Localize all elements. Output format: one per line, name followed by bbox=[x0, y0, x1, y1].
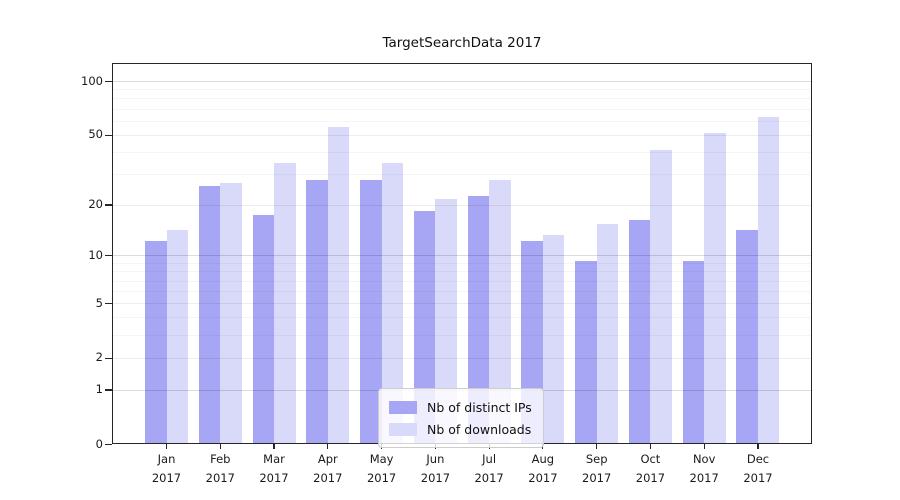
bar-distinct-ips bbox=[682, 261, 705, 443]
bar-downloads bbox=[435, 199, 457, 443]
x-tick-label: Nov 2017 bbox=[689, 451, 719, 486]
y-tick-mark bbox=[105, 443, 112, 446]
x-tick-mark bbox=[649, 442, 651, 449]
gridline bbox=[113, 98, 811, 100]
gridline bbox=[113, 81, 811, 82]
x-tick-label: Jun 2017 bbox=[420, 451, 451, 486]
y-tick-label: 0 bbox=[95, 436, 103, 451]
gridline bbox=[113, 291, 811, 292]
gridline bbox=[113, 120, 811, 122]
gridline bbox=[113, 255, 811, 257]
y-tick-label: 50 bbox=[88, 127, 103, 142]
x-tick-label: Mar 2017 bbox=[259, 451, 289, 486]
plot-area: 0 1 2 5 10 20 50 100 Jan 2017 Feb 2017 Mar 2017 Apr 201… bbox=[81, 63, 812, 486]
chart-title: TargetSearchData 2017 bbox=[382, 35, 542, 51]
gridline bbox=[113, 151, 811, 153]
bar-distinct-ips bbox=[198, 186, 221, 443]
bar-downloads bbox=[489, 180, 511, 443]
x-tick-mark bbox=[273, 442, 275, 449]
bar-distinct-ips bbox=[252, 215, 275, 443]
gridline bbox=[113, 173, 811, 175]
x-tick-label: Dec 2017 bbox=[743, 451, 773, 486]
legend-label: Nb of downloads bbox=[427, 421, 532, 437]
bar-distinct-ips bbox=[145, 240, 167, 443]
y-tick-label: 10 bbox=[88, 247, 103, 262]
x-tick-label: Oct 2017 bbox=[635, 451, 666, 486]
gridline bbox=[113, 204, 811, 206]
bar-distinct-ips bbox=[413, 210, 436, 443]
y-tick-mark bbox=[105, 357, 112, 359]
gridline bbox=[113, 134, 811, 136]
bar-downloads bbox=[381, 162, 404, 443]
bar-downloads bbox=[650, 150, 672, 443]
x-tick-label: Aug 2017 bbox=[528, 451, 558, 486]
y-tick-mark bbox=[105, 255, 112, 257]
y-tick-mark bbox=[105, 134, 112, 136]
x-tick-mark bbox=[757, 442, 759, 449]
bar-downloads bbox=[274, 162, 296, 443]
gridline bbox=[113, 262, 811, 264]
gridline bbox=[113, 357, 811, 359]
gridline bbox=[113, 108, 811, 110]
x-tick-mark bbox=[596, 442, 598, 449]
legend-swatch-distinct-ips bbox=[389, 400, 417, 414]
y-tick-mark bbox=[105, 389, 112, 391]
legend-label: Nb of distinct IPs bbox=[427, 399, 532, 415]
legend-swatch-downloads bbox=[389, 422, 417, 436]
gridline bbox=[113, 335, 811, 336]
legend-item: Nb of distinct IPs bbox=[389, 396, 532, 418]
x-tick-mark bbox=[165, 442, 168, 449]
axis-layer: 0 1 2 5 10 20 50 100 Jan 2017 Feb 2017 Mar 2017 Apr 201… bbox=[81, 64, 811, 486]
bar-downloads bbox=[220, 183, 242, 443]
gridline bbox=[113, 317, 811, 319]
bar-distinct-ips bbox=[467, 195, 490, 443]
y-tick-mark bbox=[105, 303, 112, 305]
legend-item: Nb of downloads bbox=[389, 418, 532, 440]
y-tick-label: 5 bbox=[95, 295, 103, 310]
y-tick-mark bbox=[105, 204, 112, 206]
bar-downloads bbox=[542, 234, 565, 443]
bar-distinct-ips bbox=[306, 180, 328, 443]
x-tick-label: Jan 2017 bbox=[151, 451, 182, 486]
gridline bbox=[113, 303, 811, 305]
gridline bbox=[113, 89, 811, 91]
x-tick-mark bbox=[219, 442, 221, 449]
y-tick-label: 20 bbox=[88, 197, 103, 211]
bar-downloads bbox=[757, 116, 780, 443]
x-tick-label: Jul 2017 bbox=[474, 451, 504, 486]
bar-downloads bbox=[166, 229, 188, 443]
x-tick-label: May 2017 bbox=[366, 451, 397, 486]
bar-distinct-ips bbox=[575, 261, 597, 443]
gridline bbox=[113, 280, 811, 282]
y-tick-label: 100 bbox=[81, 73, 103, 88]
bar-distinct-ips bbox=[736, 229, 758, 443]
x-tick-label: Apr 2017 bbox=[313, 451, 343, 486]
bar-distinct-ips bbox=[360, 180, 382, 443]
y-tick-label: 2 bbox=[95, 350, 103, 365]
bar-downloads bbox=[596, 224, 619, 443]
bar-downloads bbox=[704, 133, 726, 443]
bar-distinct-ips bbox=[628, 219, 651, 443]
bar-downloads bbox=[327, 127, 350, 443]
x-tick-label: Sep 2017 bbox=[582, 451, 612, 486]
y-tick-label: 1 bbox=[95, 382, 103, 396]
x-tick-label: Feb 2017 bbox=[205, 451, 235, 486]
y-tick-mark bbox=[105, 80, 112, 83]
x-tick-mark bbox=[327, 442, 329, 449]
legend: Nb of distinct IPs Nb of downloads bbox=[378, 388, 544, 448]
gridline bbox=[113, 271, 811, 273]
x-tick-mark bbox=[703, 442, 705, 449]
